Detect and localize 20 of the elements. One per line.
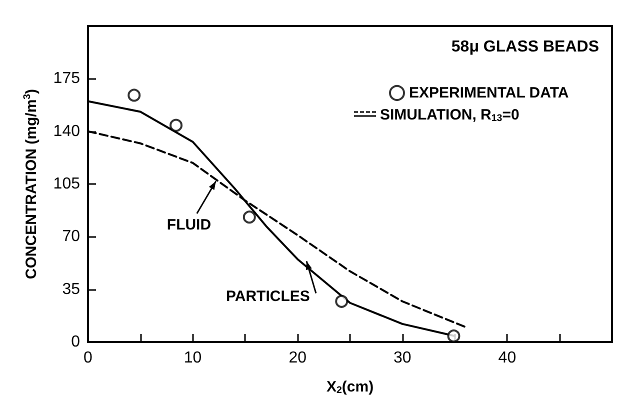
- y-tick-label: 140: [53, 122, 80, 140]
- point: [242, 210, 256, 224]
- annotation: FLUID: [166, 216, 212, 234]
- y-axis-title: CONCENTRATION (mg/m3): [22, 88, 40, 280]
- x-tick-label: 0: [84, 350, 93, 366]
- text: 58μ GLASS BEADS: [451, 38, 600, 56]
- point: [128, 88, 141, 102]
- point: [170, 118, 183, 132]
- legend-label: EXPERIMENTAL DATA: [409, 84, 569, 102]
- y-tick-label: 70: [62, 228, 80, 246]
- point: [335, 294, 348, 308]
- x-tick-label: 30: [394, 350, 412, 366]
- x-tick-label: 40: [498, 350, 516, 366]
- x-tick-label: 20: [288, 350, 307, 366]
- y-tick-label: 0: [71, 334, 80, 350]
- y-tick-label: 35: [62, 280, 80, 298]
- annotation: PARTICLES: [226, 288, 310, 306]
- y-tick-label: 105: [53, 176, 80, 192]
- y-tick-label: 175: [53, 70, 80, 88]
- x-tick-label: 10: [184, 350, 202, 366]
